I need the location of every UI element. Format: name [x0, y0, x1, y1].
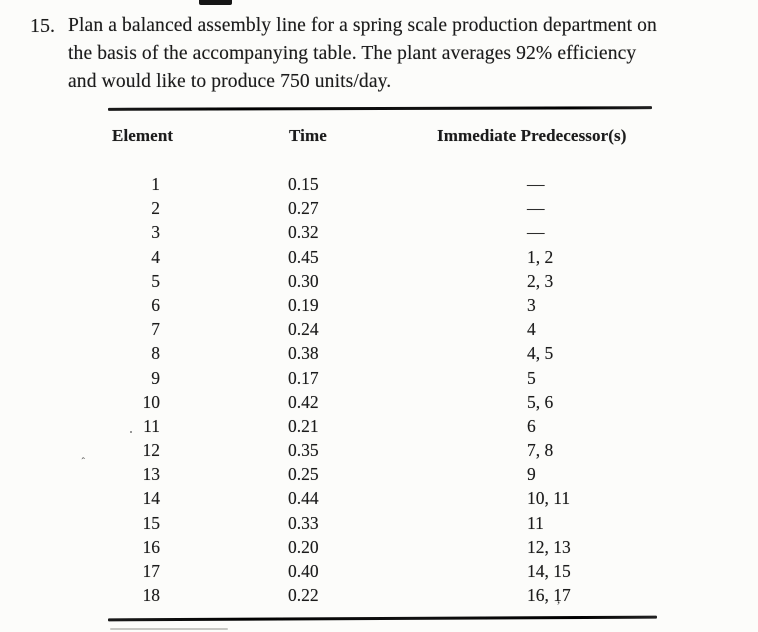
- table-row: 1 0.15 —: [0, 172, 758, 196]
- cell-predecessors: —: [527, 222, 545, 243]
- cell-task-time: 0.27: [288, 198, 319, 219]
- cell-task-time: 0.32: [288, 222, 319, 243]
- cell-element-number: 8: [151, 343, 160, 364]
- table-row: 15 0.33 11: [0, 511, 758, 535]
- table-row: 2 0.27 —: [0, 196, 758, 220]
- table-top-rule: [107, 106, 653, 111]
- cell-predecessors: 16, 17: [527, 585, 571, 606]
- cell-task-time: 0.33: [288, 512, 319, 533]
- cell-predecessors: 11: [527, 512, 544, 533]
- cell-element-number: 1: [151, 174, 160, 194]
- cell-task-time: 0.45: [288, 246, 319, 267]
- cell-task-time: 0.42: [288, 391, 319, 412]
- cell-predecessors: —: [527, 174, 545, 194]
- table-row: 18 0.22 16, 17: [0, 583, 758, 607]
- cell-predecessors: 4, 5: [527, 343, 554, 364]
- scan-dot-mark: [130, 431, 132, 433]
- cell-task-time: 0.35: [288, 440, 319, 461]
- cell-predecessors: 14, 15: [527, 561, 571, 581]
- cell-task-time: 0.15: [288, 174, 319, 194]
- cell-element-number: 5: [151, 270, 160, 291]
- table-row: 8 0.38 4, 5: [0, 341, 758, 365]
- cell-predecessors: 9: [527, 464, 536, 485]
- scan-stray-comma: ,: [557, 591, 561, 606]
- cell-predecessors: 3: [527, 294, 536, 315]
- problem-text-line-1: Plan a balanced assembly line for a spri…: [68, 15, 657, 36]
- problem-statement: Plan a balanced assembly line for a spri…: [68, 12, 740, 96]
- cell-element-number: 9: [151, 367, 160, 388]
- cell-task-time: 0.30: [288, 270, 319, 291]
- scan-ink-mark: [199, 0, 232, 5]
- cell-task-time: 0.22: [288, 585, 319, 606]
- table-row: 6 0.19 3: [0, 293, 758, 317]
- table-row: 14 0.44 10, 11: [0, 486, 758, 510]
- cell-element-number: 4: [151, 246, 160, 267]
- problem-number: 15.: [30, 15, 55, 37]
- table-row: 16 0.20 12, 13: [0, 535, 758, 559]
- column-header-immediate-predecessors: Immediate Predecessor(s): [437, 126, 627, 145]
- cell-task-time: 0.38: [288, 343, 319, 364]
- cell-predecessors: 1, 2: [527, 246, 554, 267]
- table-row: 12 0.35 7, 8: [0, 438, 758, 462]
- cell-predecessors: 5: [527, 367, 536, 388]
- table-row: 13 0.25 9: [0, 462, 758, 486]
- cell-task-time: 0.25: [288, 464, 319, 485]
- cell-predecessors: 7, 8: [527, 440, 554, 461]
- table-row: 3 0.32 —: [0, 220, 758, 244]
- cell-element-number: 13: [142, 464, 161, 485]
- cell-task-time: 0.20: [288, 536, 319, 557]
- cell-task-time: 0.19: [288, 294, 319, 315]
- cell-element-number: 2: [151, 198, 160, 219]
- cell-element-number: 10: [142, 391, 161, 412]
- table-row: 5 0.30 2, 3: [0, 269, 758, 293]
- cell-predecessors: 2, 3: [527, 270, 554, 291]
- cell-element-number: 17: [142, 561, 161, 581]
- cell-element-number: 16: [142, 536, 161, 557]
- problem-text-line-3: and would like to produce 750 units/day.: [68, 71, 392, 92]
- column-header-element: Element: [112, 126, 174, 145]
- cell-predecessors: 4: [527, 319, 536, 340]
- table-bottom-rule-ghost: [110, 628, 228, 630]
- problem-text-line-2: the basis of the accompanying table. The…: [68, 43, 637, 64]
- cell-task-time: 0.17: [288, 367, 319, 388]
- table-row: 11 0.21 6: [0, 414, 758, 438]
- cell-task-time: 0.40: [288, 561, 319, 581]
- table-row: 4 0.45 1, 2: [0, 245, 758, 269]
- cell-element-number: 7: [151, 319, 160, 340]
- cell-element-number: 6: [151, 294, 160, 315]
- table-bottom-rule: [107, 615, 658, 622]
- cell-element-number: 14: [142, 488, 161, 509]
- column-header-time: Time: [289, 126, 327, 145]
- cell-element-number: 11: [143, 415, 160, 436]
- cell-predecessors: —: [527, 198, 545, 219]
- cell-element-number: 3: [151, 222, 160, 243]
- table-row: 17 0.40 14, 15: [0, 559, 758, 583]
- precedence-table-body: 1 0.15 — 2 0.27 — 3 0.32 — 4 0.45 1, 2 5…: [0, 172, 758, 607]
- table-row: 7 0.24 4: [0, 317, 758, 341]
- cell-element-number: 12: [142, 440, 161, 461]
- cell-task-time: 0.21: [288, 415, 319, 436]
- cell-element-number: 15: [142, 512, 161, 533]
- cell-element-number: 18: [142, 585, 161, 606]
- cell-predecessors: 10, 11: [527, 488, 571, 509]
- cell-predecessors: 12, 13: [527, 536, 571, 557]
- table-row: 9 0.17 5: [0, 366, 758, 390]
- cell-task-time: 0.44: [288, 488, 319, 509]
- table-row: 10 0.42 5, 6: [0, 390, 758, 414]
- cell-predecessors: 5, 6: [527, 391, 554, 412]
- cell-task-time: 0.24: [288, 319, 319, 340]
- cell-predecessors: 6: [527, 415, 536, 436]
